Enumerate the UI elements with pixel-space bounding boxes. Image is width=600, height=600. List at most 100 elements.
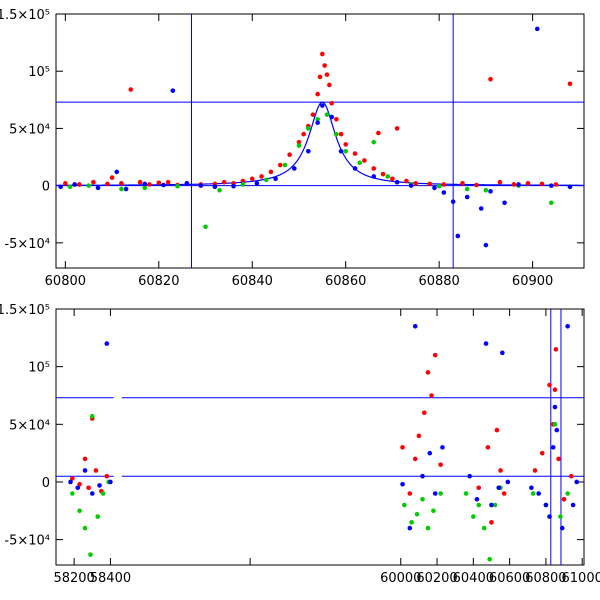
x-tick-label: 60600 [489,571,530,586]
data-point-red [561,496,567,502]
data-point-green [492,502,498,508]
data-point-green [420,496,425,502]
data-point-blue [489,502,494,508]
data-point-green [95,514,101,519]
data-point-red [362,158,367,163]
data-point-blue [114,169,120,175]
data-point-red [338,131,344,137]
x-tick-label: 60000 [380,571,421,586]
data-point-blue [536,491,541,496]
data-point-blue [95,185,101,191]
data-point-blue [427,450,433,456]
data-point-blue [412,324,418,329]
data-point-red [425,370,431,375]
data-point-green [565,491,570,496]
data-point-red [91,179,96,185]
data-point-blue [123,186,129,192]
data-point-blue [108,479,113,485]
data-point-red [63,181,68,186]
data-point-red [416,433,422,439]
data-point-red [432,352,438,358]
data-point-blue [455,233,461,239]
data-point-green [464,186,470,192]
data-point-red [93,468,99,473]
data-point-red [109,175,115,180]
data-point-green [431,508,436,514]
x-tick-label: 60800 [525,571,566,586]
data-point-blue [432,491,438,496]
data-point-blue [170,88,176,93]
data-point-blue [400,481,405,487]
data-point-blue [534,26,540,32]
data-point-green [77,508,82,514]
data-point-green [436,183,442,189]
series-red [70,347,574,525]
data-point-red [77,182,82,187]
data-point-red [539,450,545,456]
data-point-blue [516,182,521,187]
data-point-green [240,182,246,187]
data-point-red [334,116,339,122]
data-point-blue [440,445,445,450]
data-point-red [128,87,134,92]
data-point-blue [478,206,484,211]
data-point-red [511,182,517,187]
data-point-red [494,427,500,433]
series-red [63,51,573,188]
plot-content [56,14,584,268]
data-point-green [385,174,391,179]
data-point-green [217,187,222,193]
y-tick-label: 10⁵ [28,65,50,80]
data-point-blue [254,181,260,186]
data-point-green [175,183,180,189]
data-point-blue [68,479,73,485]
data-point-green [86,183,92,188]
data-point-red [327,82,332,88]
data-point-green [334,131,339,137]
series-blue [58,26,573,248]
data-point-blue [142,181,148,187]
data-point-red [552,387,558,393]
data-point-red [287,152,292,158]
data-point-blue [500,350,505,356]
data-point-blue [184,181,190,186]
data-point-green [324,112,330,117]
data-point-red [324,72,330,77]
data-point-red [380,171,386,177]
data-point-blue [352,166,358,171]
data-point-blue [554,427,560,433]
data-point-blue [407,525,413,531]
y-tick-label: -5×10⁴ [4,237,50,252]
data-point-blue [552,404,558,410]
data-point-red [105,181,110,187]
data-point-blue [198,183,204,188]
y-tick-label: 0 [42,180,50,195]
data-point-blue [306,149,311,154]
data-point-red [249,176,255,182]
data-point-green [487,556,492,562]
data-point-green [463,491,469,496]
y-tick-label: 0 [42,476,50,491]
data-point-red [352,151,358,156]
data-point-blue [161,182,166,188]
x-tick-label: 58200 [53,571,94,586]
data-point-red [376,130,381,136]
data-point-blue [464,194,470,200]
data-point-blue [315,120,320,125]
data-point-red [315,91,320,97]
data-point-red [476,485,482,491]
data-point-green [306,126,311,131]
data-point-blue [292,166,297,171]
data-point-blue [231,183,236,189]
data-point-blue [420,473,425,479]
data-point-red [259,174,264,179]
data-point-red [497,179,503,185]
data-point-red [104,473,110,479]
y-tick-label: 5×10⁴ [9,418,50,433]
x-tick-label: 61000 [562,571,600,586]
x-tick-label: 60880 [418,274,459,289]
series-green [67,112,573,230]
data-point-green [483,187,489,193]
y-tick-label: 1.5×10⁵ [0,303,50,318]
data-point-blue [488,189,493,194]
